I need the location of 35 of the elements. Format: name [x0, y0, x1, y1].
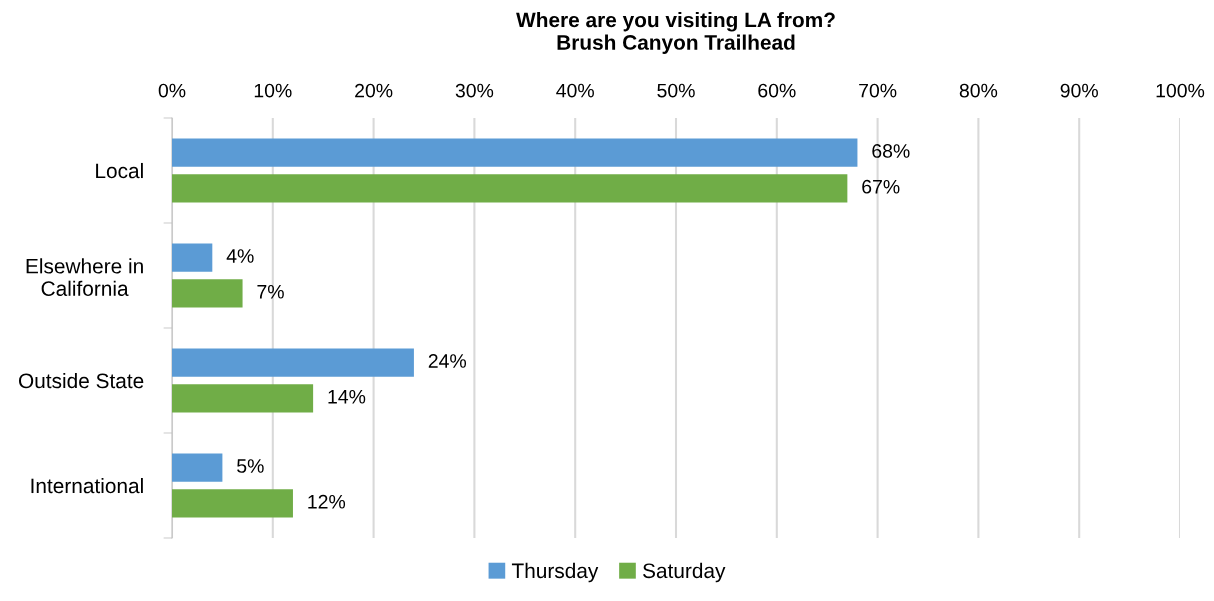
- bar: [172, 174, 848, 203]
- x-tick-label: 100%: [1156, 83, 1205, 98]
- x-tick-label: 30%: [455, 83, 494, 98]
- x-tick-label: 50%: [657, 83, 695, 98]
- bar: [172, 243, 213, 272]
- y-tick-label: Local: [96, 162, 143, 179]
- bar: [172, 348, 414, 377]
- y-tick-label: International: [31, 477, 143, 494]
- bar: [172, 489, 293, 518]
- x-tick-label: 0%: [158, 83, 186, 98]
- x-tick-label: 40%: [556, 83, 594, 98]
- x-tick-label: 10%: [254, 83, 292, 98]
- bar: [172, 279, 243, 308]
- data-label: 5%: [237, 459, 264, 473]
- x-tick-label: 20%: [355, 83, 393, 98]
- data-label: 67%: [862, 179, 900, 194]
- data-label: 4%: [226, 249, 254, 263]
- legend-label: Saturday: [643, 562, 726, 583]
- data-label: 24%: [428, 354, 467, 368]
- chart-subtitle: Brush Canyon Trailhead: [557, 34, 795, 54]
- x-tick-label: 60%: [758, 83, 796, 98]
- chart-title: Where are you visiting LA from?: [516, 12, 835, 32]
- x-tick-label: 90%: [1060, 83, 1098, 98]
- data-label: 14%: [328, 389, 366, 404]
- y-tick-label: Outside State: [18, 372, 144, 389]
- x-tick-label: 80%: [959, 83, 998, 98]
- data-label: 68%: [872, 144, 910, 158]
- bar: [172, 453, 223, 482]
- data-label: 7%: [257, 284, 284, 299]
- bar: [172, 138, 858, 167]
- x-tick-label: 70%: [859, 83, 897, 98]
- data-label: 12%: [308, 494, 346, 509]
- y-tick-label: Elsewhere in California: [26, 258, 143, 296]
- legend-label: Thursday: [511, 562, 599, 583]
- bar: [172, 384, 314, 413]
